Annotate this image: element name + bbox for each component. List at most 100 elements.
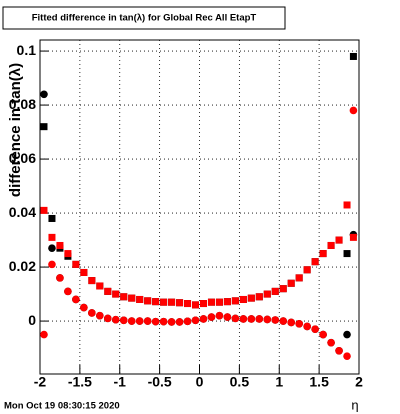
data-point <box>343 352 351 360</box>
data-point <box>80 268 88 276</box>
data-point <box>135 317 144 325</box>
data-point <box>40 123 48 131</box>
data-point <box>143 317 152 325</box>
data-point <box>48 214 56 222</box>
data-point <box>48 233 56 241</box>
footer: Mon Oct 19 08:30:15 2020 <box>4 401 120 412</box>
data-point <box>327 338 335 347</box>
data-point <box>120 293 128 301</box>
data-point <box>40 206 48 214</box>
x-tick-label: 0 <box>196 374 204 390</box>
data-point <box>239 295 247 303</box>
data-point <box>271 287 279 295</box>
data-point <box>279 285 287 293</box>
x-tick-label: 2 <box>355 374 363 390</box>
data-point <box>184 300 192 308</box>
data-point <box>64 287 72 296</box>
data-point <box>199 315 208 323</box>
data-point <box>303 266 311 274</box>
data-point <box>111 315 120 324</box>
data-point <box>207 313 216 321</box>
data-point <box>168 298 176 306</box>
data-point <box>48 244 56 252</box>
data-point <box>295 274 303 282</box>
data-point <box>295 319 303 328</box>
x-tick-label: -1.5 <box>68 374 92 390</box>
x-tick-label: -0.5 <box>148 374 172 390</box>
data-point <box>247 294 255 302</box>
data-point <box>48 260 56 269</box>
x-tick-label: 1 <box>275 374 283 390</box>
data-point <box>72 260 80 268</box>
data-point <box>327 241 335 249</box>
y-tick-label: 0.06 <box>9 150 36 166</box>
data-point <box>247 315 256 323</box>
data-point <box>335 236 343 244</box>
chart-title: Fitted difference in tan(λ) for Global R… <box>32 13 257 24</box>
data-point <box>80 303 88 312</box>
data-point <box>311 258 319 266</box>
data-point <box>72 295 80 304</box>
data-point <box>319 250 327 258</box>
data-point <box>335 346 343 355</box>
data-point <box>56 274 64 282</box>
data-point <box>88 309 96 317</box>
data-point <box>104 287 112 295</box>
y-tick-label: 0.1 <box>17 42 37 58</box>
data-point <box>199 300 207 308</box>
data-point <box>255 315 264 323</box>
data-point <box>192 301 200 309</box>
data-point <box>176 299 184 307</box>
data-point <box>40 330 48 339</box>
data-point <box>136 295 144 303</box>
data-point <box>349 106 358 115</box>
data-point <box>151 317 160 326</box>
y-axis-label: difference in tan(λ) <box>7 63 24 197</box>
data-point <box>279 317 288 325</box>
x-tick-label: -1 <box>114 374 127 390</box>
data-point <box>103 314 112 323</box>
x-tick-label: -2 <box>34 374 47 390</box>
y-tick-label: 0 <box>28 312 36 328</box>
data-point <box>215 311 224 320</box>
data-point <box>223 298 231 306</box>
data-point <box>40 90 48 99</box>
data-point <box>231 314 240 323</box>
y-tick-label: 0.04 <box>9 204 36 220</box>
data-point <box>88 277 96 285</box>
data-point <box>183 317 192 326</box>
x-tick-label: 0.5 <box>230 374 250 390</box>
data-point <box>119 316 128 325</box>
data-point <box>263 290 271 298</box>
data-point <box>343 201 351 209</box>
data-point <box>175 318 184 326</box>
data-point <box>128 294 136 302</box>
data-point <box>349 233 357 241</box>
data-point <box>167 318 176 326</box>
y-tick-label: 0.02 <box>9 258 36 274</box>
data-point <box>207 298 215 306</box>
data-point <box>215 298 223 306</box>
data-point <box>255 293 263 301</box>
data-point <box>263 315 272 324</box>
y-tick-label: 0.08 <box>9 96 36 112</box>
data-point <box>112 290 120 298</box>
x-tick-label: 1.5 <box>309 374 329 390</box>
data-point <box>319 330 327 339</box>
data-point <box>287 279 295 287</box>
data-point <box>287 318 296 327</box>
data-point <box>303 322 311 331</box>
data-point <box>127 317 136 325</box>
data-point <box>231 297 239 305</box>
data-point <box>191 316 200 325</box>
data-point <box>343 330 351 339</box>
title-box <box>2 6 286 30</box>
data-point <box>271 316 280 324</box>
data-point <box>64 250 72 258</box>
data-point <box>159 317 168 326</box>
data-point <box>311 325 319 333</box>
data-point <box>343 250 351 258</box>
data-point <box>96 311 104 320</box>
x-axis-label: η <box>351 397 358 412</box>
